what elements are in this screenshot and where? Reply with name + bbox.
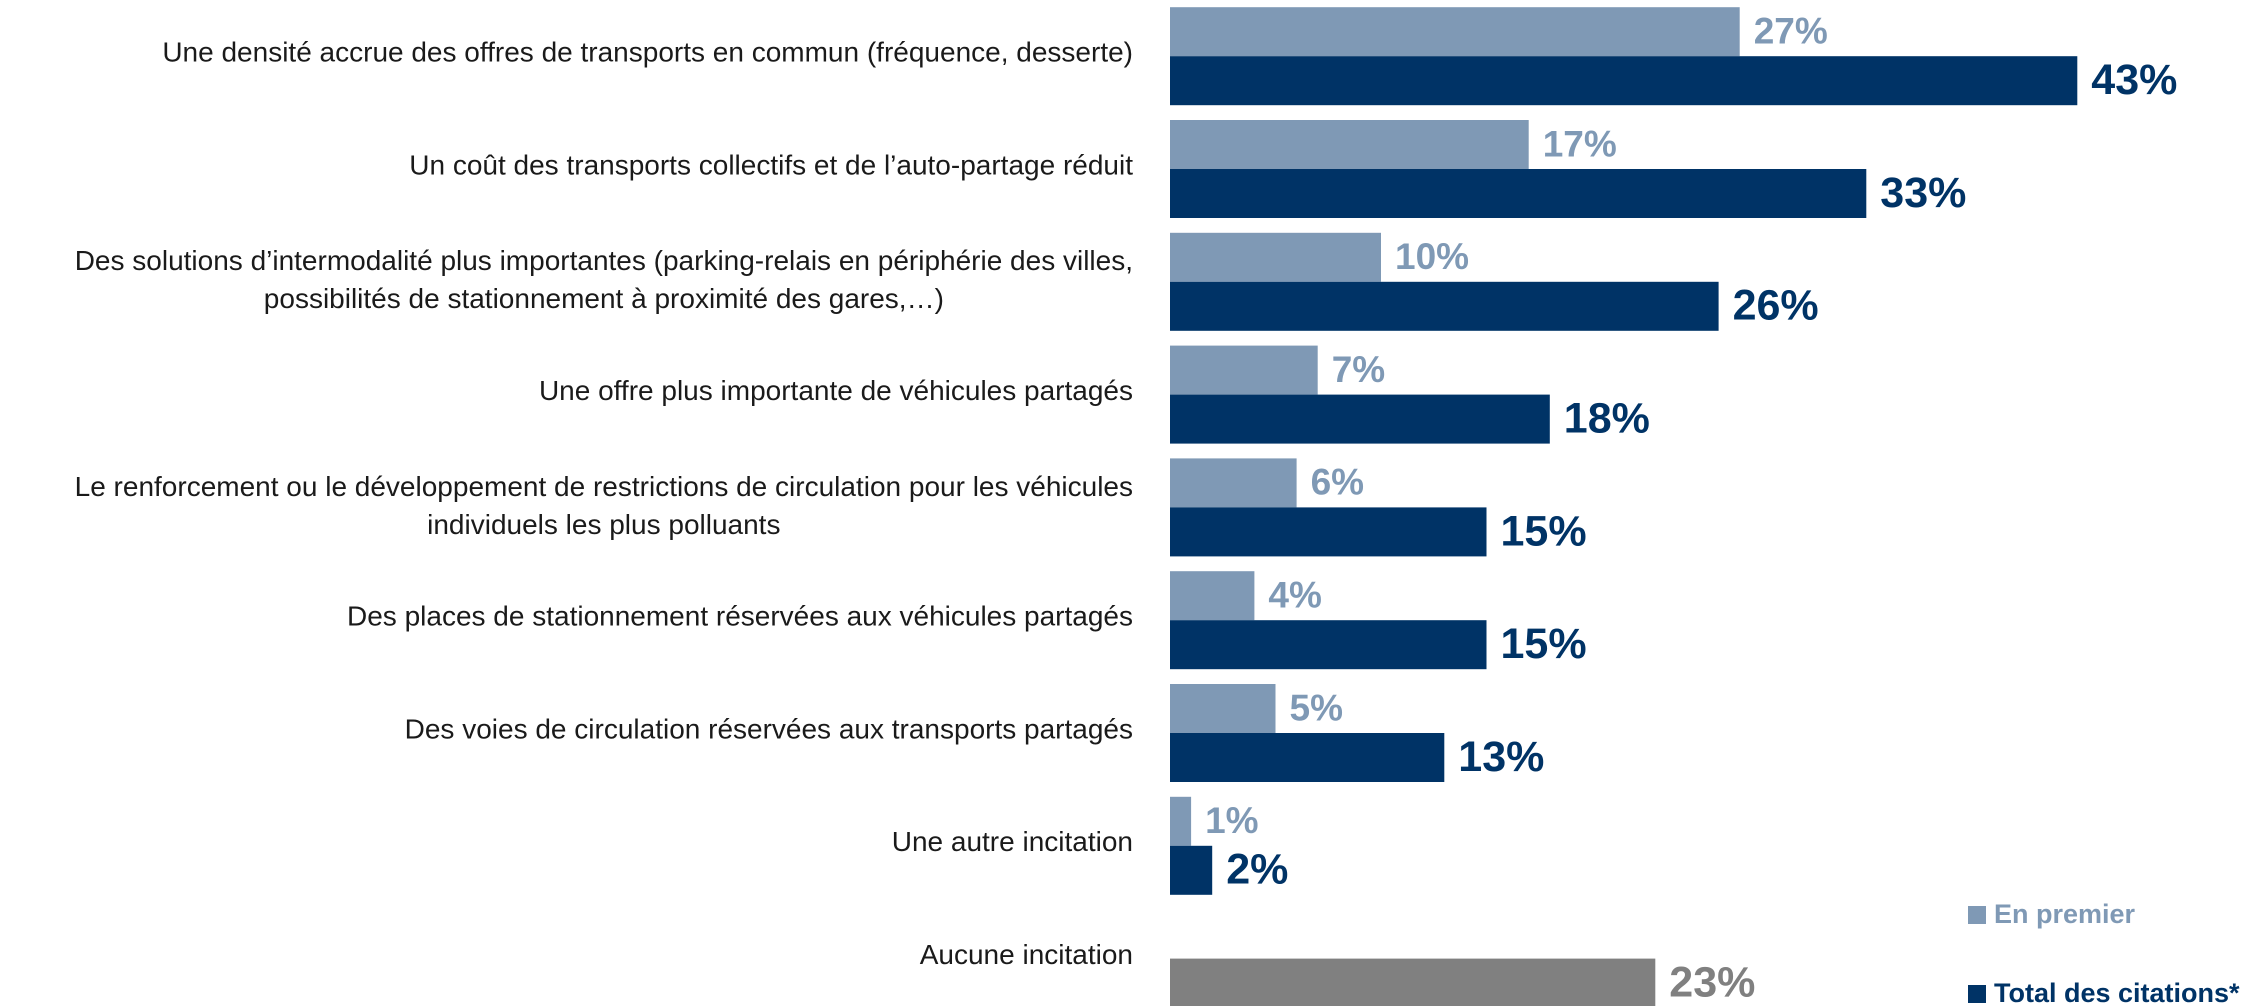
- category-label: Des voies de circulation réservées aux t…: [405, 713, 1133, 744]
- value-label: 18%: [1564, 394, 1650, 442]
- value-label: 1%: [1205, 800, 1258, 841]
- value-label: 15%: [1501, 507, 1587, 555]
- bar: [1170, 620, 1487, 670]
- value-label: 17%: [1543, 123, 1617, 164]
- bar: [1170, 507, 1487, 557]
- value-label: 10%: [1395, 236, 1469, 277]
- value-label: 7%: [1332, 349, 1385, 390]
- bar: [1170, 169, 1867, 218]
- legend-label: Total des citations*: [1994, 978, 2240, 1006]
- bar: [1170, 281, 1719, 331]
- value-label: 26%: [1733, 282, 1819, 330]
- bar: [1170, 458, 1297, 508]
- category-label: Une offre plus importante de véhicules p…: [539, 375, 1133, 406]
- bar: [1170, 120, 1529, 169]
- legend-swatch: [1968, 906, 1986, 924]
- value-label: 2%: [1226, 846, 1288, 894]
- category-label: Un coût des transports collectifs et de …: [409, 149, 1133, 180]
- category-label: Une densité accrue des offres de transpo…: [162, 37, 1133, 68]
- value-label: 43%: [2091, 56, 2177, 104]
- value-label: 4%: [1268, 574, 1321, 615]
- bar: [1170, 845, 1213, 895]
- category-label: Le renforcement ou le développement de r…: [75, 471, 1133, 502]
- category-label: Des places de stationnement réservées au…: [347, 601, 1133, 632]
- bar: [1170, 232, 1381, 282]
- bar: [1170, 345, 1318, 395]
- bar: [1170, 7, 1740, 57]
- value-label: 27%: [1754, 10, 1828, 51]
- category-label: individuels les plus polluants: [427, 509, 780, 540]
- value-label: 6%: [1311, 462, 1364, 503]
- category-label: possibilités de stationnement à proximit…: [264, 283, 944, 314]
- bar: [1170, 733, 1445, 782]
- legend-swatch: [1968, 985, 1986, 1003]
- category-label: Des solutions d’intermodalité plus impor…: [75, 245, 1133, 276]
- bar: [1170, 571, 1255, 621]
- value-label: 23%: [1669, 958, 1755, 1006]
- legend-label: En premier: [1994, 899, 2136, 929]
- value-label: 5%: [1290, 687, 1343, 728]
- bar: [1170, 56, 2078, 106]
- bar: [1170, 684, 1276, 733]
- bar: [1170, 394, 1550, 444]
- category-label: Une autre incitation: [892, 826, 1133, 857]
- category-label: Aucune incitation: [920, 939, 1133, 970]
- bar: [1170, 958, 1656, 1006]
- value-label: 33%: [1880, 169, 1966, 217]
- value-label: 15%: [1501, 620, 1587, 668]
- bar: [1170, 796, 1192, 846]
- value-label: 13%: [1458, 733, 1544, 781]
